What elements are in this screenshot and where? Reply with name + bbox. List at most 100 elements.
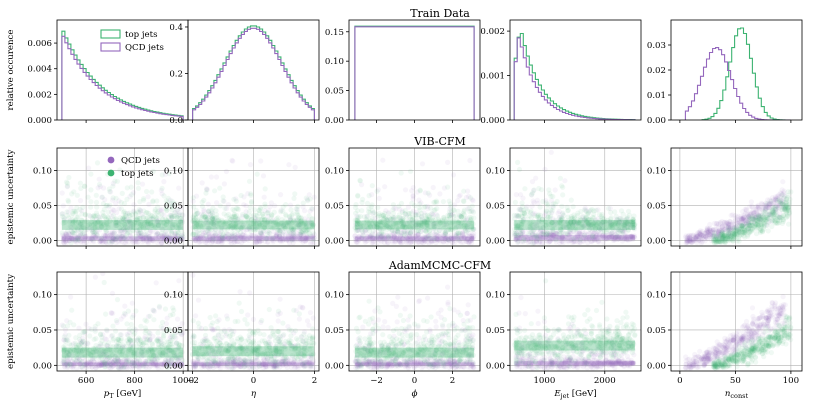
scatter-point [469, 221, 475, 227]
scatter-point [528, 236, 534, 242]
scatter-point [137, 231, 143, 237]
scatter-point [219, 237, 225, 243]
scatter-point [694, 233, 701, 239]
scatter-point [270, 235, 276, 241]
scatter-point [298, 226, 305, 232]
scatter-point [163, 205, 169, 212]
ytick-label: 0.10 [325, 166, 344, 176]
scatter-point [408, 234, 414, 240]
scatter-point [422, 203, 428, 210]
scatter-point [217, 230, 224, 236]
scatter-point [590, 220, 596, 226]
scatter-point [609, 230, 615, 236]
scatter-point [739, 217, 745, 223]
scatter-point [131, 220, 137, 226]
scatter-point [263, 236, 269, 242]
scatter-point [304, 227, 310, 233]
scatter-point [257, 238, 263, 244]
scatter-point [772, 218, 778, 224]
scatter-point [407, 214, 413, 220]
scatter-point [235, 238, 241, 245]
scatter-point [712, 236, 718, 243]
scatter-point [719, 229, 725, 235]
scatter-point [720, 235, 726, 241]
scatter-point [776, 214, 782, 220]
scatter-point [94, 228, 100, 234]
scatter-point [517, 206, 523, 212]
scatter-point [696, 229, 702, 236]
scatter-point [421, 227, 427, 233]
scatter-point [224, 231, 230, 237]
scatter-point [274, 222, 280, 228]
scatter-point [731, 228, 738, 234]
scatter-point [407, 234, 413, 240]
scatter-point [739, 229, 745, 235]
ytick-label: 0.2 [169, 69, 183, 79]
scatter-point [727, 237, 733, 243]
scatter-point [725, 221, 732, 227]
scatter-point [582, 216, 588, 223]
scatter-point [761, 216, 767, 222]
scatter-point [228, 214, 234, 220]
scatter-point [291, 236, 297, 242]
scatter-core-band [514, 235, 635, 241]
scatter-point [389, 233, 395, 239]
scatter-point [405, 224, 411, 230]
scatter-point [757, 212, 764, 218]
scatter-point [720, 233, 726, 240]
scatter-point [426, 240, 432, 246]
scatter-point [355, 217, 361, 223]
scatter-point [171, 237, 177, 243]
scatter-point [732, 232, 738, 238]
scatter-point [731, 231, 738, 237]
scatter-point [165, 214, 172, 220]
scatter-point [209, 240, 215, 246]
scatter-point [377, 236, 383, 242]
scatter-point [148, 222, 155, 228]
scatter-point [419, 222, 425, 228]
scatter-point [517, 231, 524, 237]
scatter-point [65, 209, 72, 215]
scatter-point [288, 224, 294, 231]
scatter-point [374, 237, 380, 243]
scatter-point [572, 219, 578, 225]
scatter-point [140, 236, 146, 242]
scatter-point [193, 215, 199, 221]
scatter-point [614, 233, 620, 239]
scatter-point [558, 220, 564, 227]
scatter-point [93, 220, 99, 226]
scatter-point [377, 221, 383, 227]
scatter-point [771, 211, 777, 217]
scatter-point [511, 212, 517, 218]
scatter-point [205, 231, 212, 237]
scatter-point [204, 186, 210, 192]
scatter-point [766, 201, 773, 207]
scatter-point [756, 213, 762, 219]
scatter-point [693, 235, 699, 241]
scatter-point [107, 235, 113, 242]
scatter-point [365, 225, 371, 231]
scatter-point [608, 231, 614, 237]
scatter-point [136, 230, 142, 236]
scatter-point [210, 235, 216, 241]
scatter-point [593, 223, 599, 229]
scatter-point [310, 222, 316, 228]
scatter-point [369, 220, 375, 227]
scatter-point [736, 222, 743, 228]
scatter-point [738, 215, 744, 221]
scatter-point [253, 212, 259, 218]
scatter-point [297, 222, 303, 228]
scatter-point [88, 204, 94, 210]
scatter-point [732, 218, 739, 224]
scatter-point [592, 226, 599, 232]
scatter-point [732, 234, 738, 240]
scatter-point [196, 230, 202, 236]
scatter-point [243, 213, 249, 219]
scatter-point [108, 189, 114, 195]
scatter-point [287, 216, 294, 222]
scatter-point [377, 231, 383, 237]
scatter-point [538, 235, 544, 241]
scatter-point [434, 236, 440, 242]
scatter-point [307, 196, 313, 202]
scatter-point [451, 222, 457, 228]
